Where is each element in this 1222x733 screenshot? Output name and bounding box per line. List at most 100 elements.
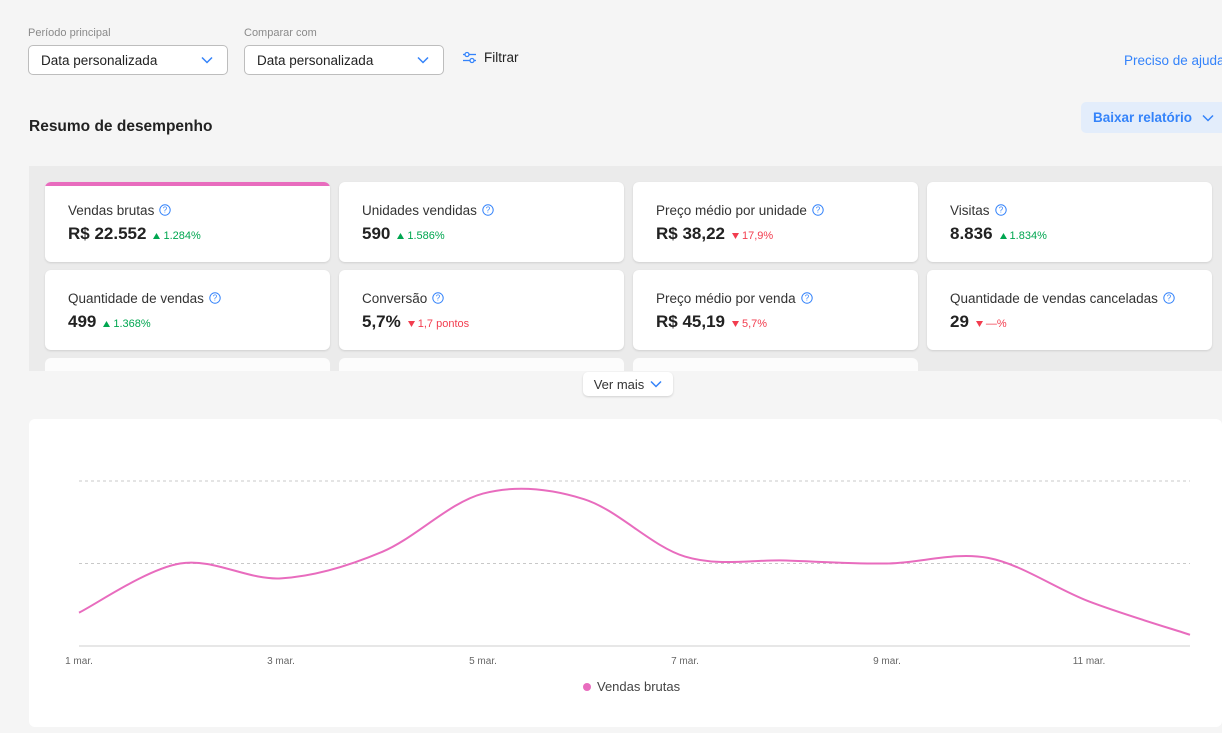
metric-delta: 1.834% [999,230,1047,242]
metric-label: Quantidade de vendas canceladas? [950,290,1212,306]
triangle-down-icon [732,233,739,239]
svg-text:?: ? [486,206,491,215]
metric-delta: 17,9% [732,230,773,242]
data-point [885,561,890,566]
help-link[interactable]: Preciso de ajuda [1124,53,1222,68]
metric-label-text: Vendas brutas [68,202,155,218]
metric-card[interactable]: Preço médio por unidade? R$ 38,22 17,9% [633,182,918,262]
sliders-icon [463,51,476,64]
metric-label-text: Preço médio por venda [656,290,796,306]
metric-value: 29 [950,312,969,331]
chevron-down-icon [1202,114,1214,122]
compare-period-select[interactable]: Data personalizada [244,45,444,75]
compare-period-label: Comparar com [244,27,317,39]
data-point [178,561,183,566]
metric-card[interactable]: Quantidade de vendas? 499 1.368% [45,270,330,350]
triangle-up-icon [397,233,405,239]
help-circle-icon[interactable]: ? [482,204,494,216]
series-line-vendas-brutas [78,487,1191,636]
metric-card[interactable]: Preço médio por venda? R$ 45,19 5,7% [633,270,918,350]
svg-text:?: ? [998,206,1003,215]
chart-legend: Vendas brutas [583,679,680,694]
metric-label-text: Quantidade de vendas canceladas [950,290,1158,306]
metric-delta-text: 1,7 pontos [417,318,470,330]
help-circle-icon[interactable]: ? [432,292,444,304]
metric-card[interactable]: Vendas brutas? R$ 22.552 1.284% [45,182,330,262]
data-point [582,497,587,502]
data-point [784,558,789,563]
metric-delta: 5,7% [732,318,767,330]
metric-delta-text: 17,9% [742,230,774,242]
chevron-down-icon [201,56,213,64]
metric-delta: —% [975,318,1007,330]
triangle-down-icon [975,321,983,327]
help-circle-icon[interactable]: ? [159,204,172,216]
metric-value: R$ 38,22 [656,224,725,243]
metric-delta: 1,7 pontos [407,318,470,330]
download-report-button[interactable]: Baixar relatório [1081,102,1222,133]
chart-panel: 1 mar. 3 mar. 5 mar. 7 mar. 9 mar. 11 mar. [29,419,1222,727]
help-circle-icon[interactable]: ? [800,292,813,304]
help-circle-icon[interactable]: ? [812,204,824,216]
data-point [77,610,82,615]
data-point [380,549,385,554]
chevron-down-icon [650,380,662,388]
data-point [1087,599,1092,604]
metric-label: Visitas? [950,202,1212,218]
metric-delta: 1.368% [103,318,151,330]
primary-period-select[interactable]: Data personalizada [28,45,228,75]
section-title: Resumo de desempenho [29,118,213,135]
metric-card[interactable]: Unidades vendidas? 590 1.586% [339,182,624,262]
sales-line-chart: 1 mar. 3 mar. 5 mar. 7 mar. 9 mar. 11 mar. [65,480,1193,667]
metric-value: R$ 45,19 [656,312,725,331]
metric-label: Preço médio por venda? [656,290,918,306]
metric-card[interactable]: Visitas? 8.836 1.834% [927,182,1212,262]
svg-text:?: ? [436,294,441,303]
triangle-up-icon [103,321,111,327]
metric-value: 590 [362,224,391,243]
svg-text:?: ? [804,294,809,303]
metric-card[interactable]: Conversão? 5,7% 1,7 pontos [339,270,624,350]
metric-label: Quantidade de vendas? [68,290,330,306]
data-point [279,576,284,581]
metric-delta-text: 1.284% [163,230,201,242]
metric-delta: 1.284% [153,230,201,242]
metric-label-text: Preço médio por unidade [656,202,807,218]
svg-text:?: ? [816,206,821,215]
metric-value: 499 [68,312,97,331]
metric-value: 8.836 [950,224,993,243]
metric-label: Preço médio por unidade? [656,202,918,218]
help-circle-icon[interactable]: ? [994,204,1007,216]
primary-period-value: Data personalizada [41,52,158,68]
metric-card[interactable]: Quantidade de vendas canceladas? 29 —% [927,270,1212,350]
primary-period-label: Período principal [28,27,111,39]
x-tick-label: 11 mar. [1073,656,1106,667]
data-point [1188,632,1193,637]
filter-button[interactable]: Filtrar [462,50,519,65]
svg-text:?: ? [1167,294,1172,303]
data-point [986,555,991,560]
download-report-label: Baixar relatório [1093,110,1193,125]
metric-card-hidden [633,358,918,371]
metric-label-text: Quantidade de vendas [68,290,204,306]
x-tick-label: 3 mar. [267,656,295,667]
help-circle-icon[interactable]: ? [209,292,221,304]
chevron-down-icon [417,56,429,64]
triangle-up-icon [153,233,161,239]
see-more-button[interactable]: Ver mais [583,372,673,396]
metric-value: 5,7% [362,312,401,331]
svg-text:?: ? [163,206,168,215]
compare-period-value: Data personalizada [257,52,374,68]
see-more-label: Ver mais [593,376,645,392]
triangle-down-icon [407,321,415,327]
metric-delta-text: 1.586% [407,230,445,242]
metric-label-text: Conversão [362,290,428,306]
metric-card-hidden [339,358,624,371]
metric-delta-text: 5,7% [742,318,768,330]
x-tick-label: 9 mar. [873,656,901,667]
help-circle-icon[interactable]: ? [1163,292,1175,304]
metric-label: Unidades vendidas? [362,202,624,218]
triangle-down-icon [732,321,739,327]
triangle-up-icon [999,233,1007,239]
data-point [481,491,486,496]
